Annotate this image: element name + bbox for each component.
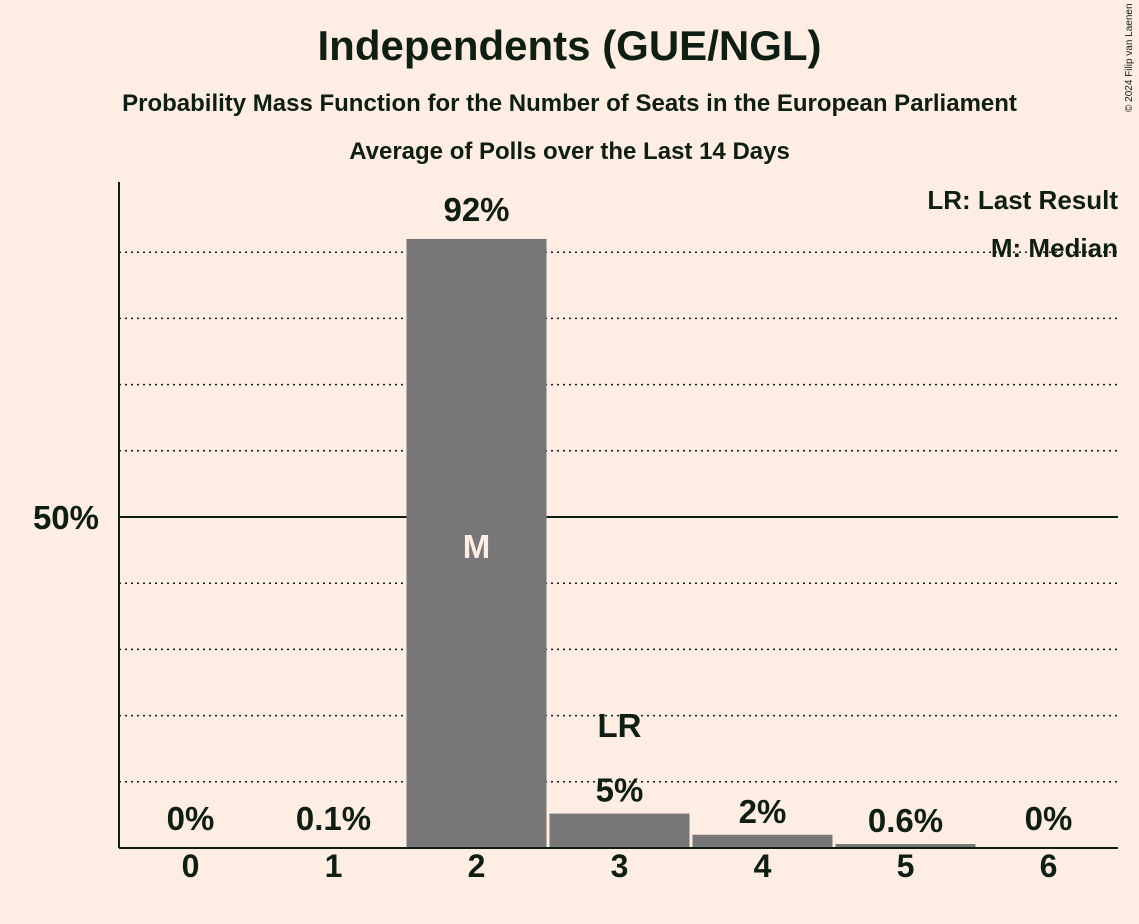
data-label-4: 2%	[739, 793, 787, 830]
chart-subtitle: Probability Mass Function for the Number…	[122, 90, 1017, 117]
bar-2	[406, 238, 547, 848]
median-marker: M	[463, 528, 491, 565]
x-tick-label-1: 1	[325, 848, 343, 884]
axes: 0 1 2 3 4 5 6 50%	[33, 182, 1118, 884]
legend-entry-1: M: Median	[991, 233, 1118, 263]
x-tick-label-4: 4	[754, 848, 772, 884]
x-tick-label-3: 3	[611, 848, 629, 884]
bar-3	[549, 813, 690, 848]
grid-lines	[119, 251, 1118, 783]
bars	[263, 238, 976, 848]
data-label-5: 0.6%	[868, 802, 943, 839]
data-labels: 0% 0.1% 92% M 5% LR 2% 0.6% 0%	[167, 191, 1073, 839]
data-label-2: 92%	[443, 191, 509, 228]
bar-4	[692, 834, 833, 848]
legend-entry-0: LR: Last Result	[927, 185, 1118, 215]
x-tick-label-0: 0	[182, 848, 200, 884]
data-label-3: 5%	[596, 772, 644, 809]
x-tick-label-2: 2	[468, 848, 486, 884]
chart-subtitle-2: Average of Polls over the Last 14 Days	[349, 138, 790, 165]
data-label-6: 0%	[1025, 800, 1073, 837]
x-tick-label-5: 5	[897, 848, 915, 884]
x-tick-label-6: 6	[1040, 848, 1058, 884]
y-tick-label-50: 50%	[33, 499, 99, 536]
bar-5	[835, 844, 976, 848]
data-label-1: 0.1%	[296, 800, 371, 837]
data-label-0: 0%	[167, 800, 215, 837]
chart-title: Independents (GUE/NGL)	[317, 22, 822, 69]
legend: LR: Last Result M: Median	[927, 185, 1118, 263]
last-result-marker: LR	[598, 707, 642, 744]
